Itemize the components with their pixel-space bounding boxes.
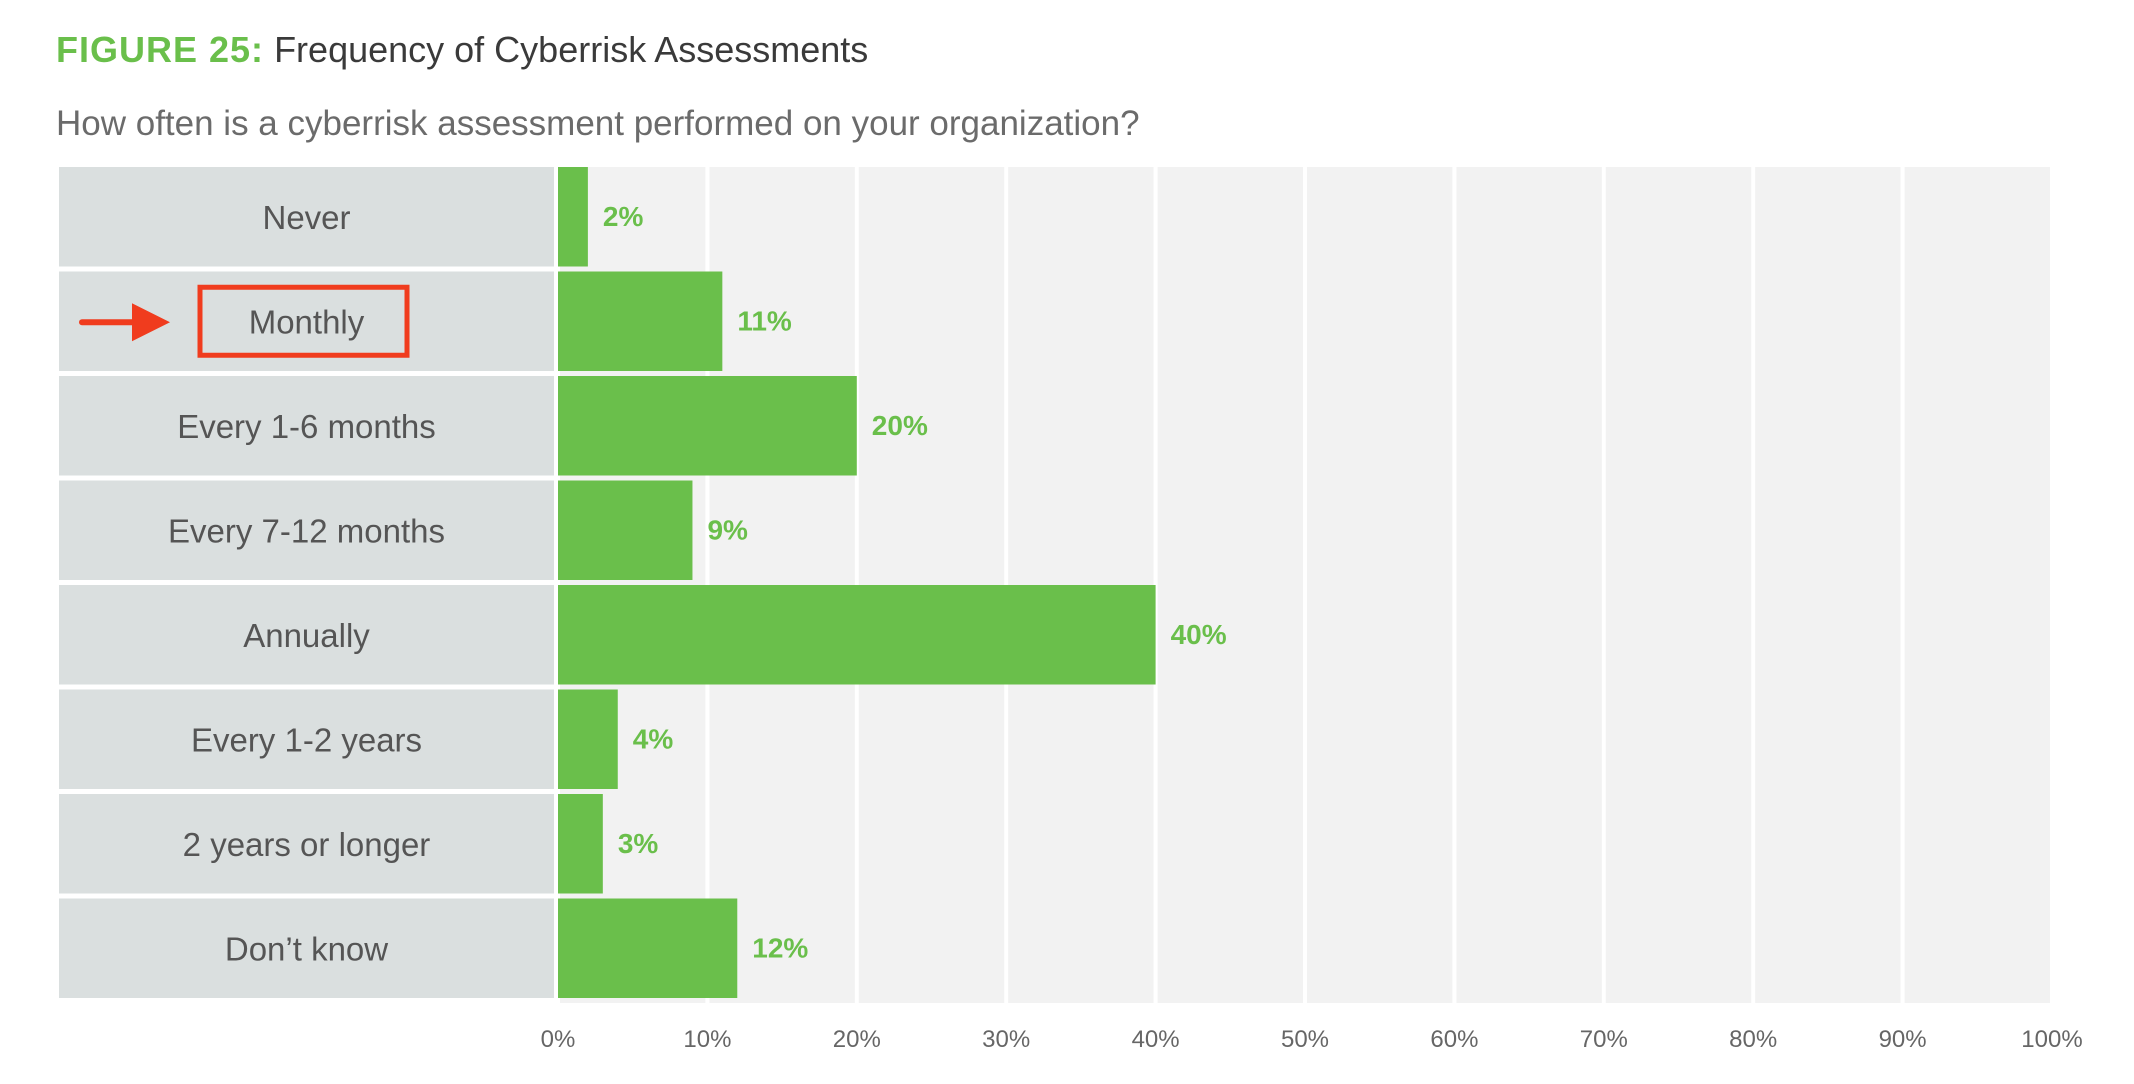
x-tick-label: 10%: [683, 1026, 731, 1053]
bar: [558, 271, 723, 371]
x-tick-label: 0%: [541, 1026, 576, 1053]
bar: [558, 689, 618, 789]
bar: [558, 376, 857, 476]
x-tick-label: 50%: [1281, 1026, 1329, 1053]
x-tick-label: 40%: [1132, 1026, 1180, 1053]
data-label: 2%: [603, 201, 644, 232]
bar: [558, 898, 738, 998]
data-label: 4%: [633, 723, 674, 754]
data-label: 9%: [707, 514, 748, 545]
data-label: 20%: [872, 410, 928, 441]
category-label: Annually: [243, 617, 370, 654]
category-panel: [59, 480, 554, 580]
x-tick-label: 80%: [1729, 1026, 1777, 1053]
chart-title: Frequency of Cyberrisk Assessments: [274, 29, 869, 70]
category-panel: [59, 376, 554, 476]
bar: [558, 167, 588, 267]
annotation-arrow-head: [132, 303, 170, 342]
category-label: Every 1-6 months: [177, 408, 436, 445]
chart-subtitle: How often is a cyberrisk assessment perf…: [56, 104, 1140, 143]
x-tick-label: 30%: [982, 1026, 1030, 1053]
category-label: Never: [262, 199, 350, 236]
category-label: Every 7-12 months: [168, 512, 445, 549]
x-tick-label: 90%: [1879, 1026, 1927, 1053]
x-tick-label: 20%: [833, 1026, 881, 1053]
category-panel: [59, 689, 554, 789]
bar: [558, 794, 603, 894]
category-label: 2 years or longer: [183, 826, 431, 863]
x-tick-label: 100%: [2021, 1026, 2082, 1053]
x-tick-label: 70%: [1580, 1026, 1628, 1053]
data-label: 3%: [618, 828, 659, 859]
bar: [558, 480, 693, 580]
category-panel: [59, 167, 554, 267]
category-panel: [59, 794, 554, 894]
x-tick-label: 60%: [1430, 1026, 1478, 1053]
bar: [558, 585, 1156, 685]
category-label: Don’t know: [225, 930, 388, 967]
category-label: Every 1-2 years: [191, 721, 422, 758]
category-panel: [59, 898, 554, 998]
annotation-box: [197, 284, 410, 358]
data-label: 12%: [752, 932, 808, 963]
figure-title: FIGURE 25: Frequency of Cyberrisk Assess…: [56, 26, 868, 74]
data-label: 40%: [1171, 619, 1227, 650]
category-label: Monthly: [249, 303, 365, 340]
figure-number: FIGURE 25:: [56, 29, 265, 70]
category-panel: [59, 585, 554, 685]
data-label: 11%: [737, 305, 792, 336]
